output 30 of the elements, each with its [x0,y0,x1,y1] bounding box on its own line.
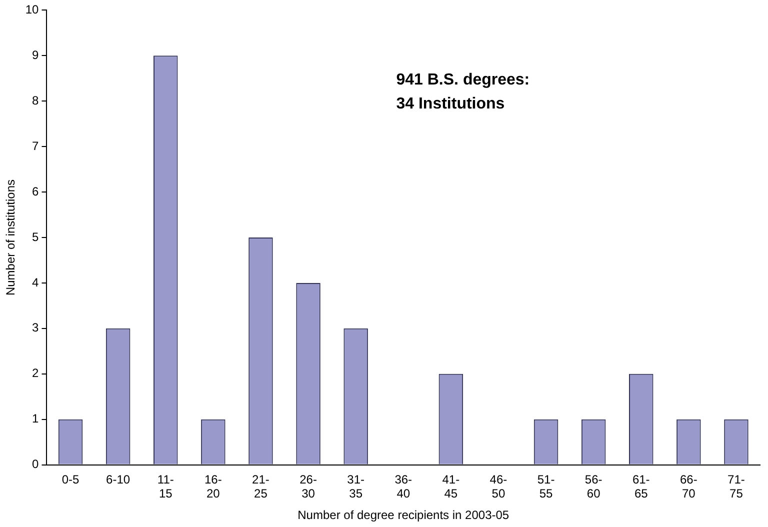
x-tick-label: 61-65 [632,472,650,501]
x-axis-title: Number of degree recipients in 2003-05 [298,508,510,522]
y-tick-label: 7 [32,138,40,153]
y-tick-label: 10 [25,2,40,17]
x-tick-label: 6-10 [106,472,130,486]
y-tick-label: 3 [32,320,40,335]
x-tick-label: 26-30 [300,472,317,501]
annotation: 34 Institutions [396,96,505,113]
y-tick-label: 0 [32,457,40,472]
x-tick-label: 71-75 [728,472,745,501]
y-tick-label: 8 [32,93,40,108]
x-tick-label: 11-15 [157,472,174,501]
y-tick-label: 2 [32,366,40,380]
y-tick-label: 5 [32,230,40,244]
y-axis-title: Number of institutions [4,179,18,296]
x-tick-label: 16-20 [204,472,222,501]
x-tick-label: 21-25 [252,472,270,501]
y-tick-label: 1 [32,412,40,426]
annotation: 941 B.S. degrees: [396,72,530,89]
x-tick-label: 51-55 [537,472,555,501]
x-tick-label: 56-60 [584,472,602,501]
x-tick-label: 31-35 [347,472,364,501]
y-tick-label: 4 [32,275,40,290]
y-tick-label: 6 [32,184,40,198]
y-tick-label: 9 [32,48,40,62]
x-tick-label: 36-40 [394,472,412,501]
x-tick-label: 41-45 [442,472,460,501]
x-tick-label: 66-70 [680,472,698,501]
x-tick-label: 46-50 [490,472,508,501]
x-tick-label: 0-5 [62,472,80,486]
